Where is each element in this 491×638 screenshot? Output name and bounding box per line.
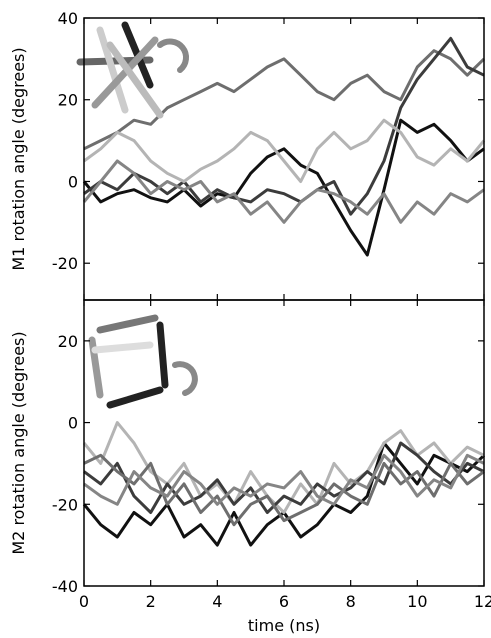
x-tick-label: 2 (146, 592, 156, 611)
x-tick-label: 4 (212, 592, 222, 611)
y-tick-label: -40 (52, 577, 78, 596)
m1-icon (76, 21, 189, 119)
y-tick-label: 20 (58, 91, 78, 110)
series-line (83, 49, 486, 151)
y-axis-label: M1 rotation angle (degrees) (9, 47, 28, 270)
y-tick-label: 20 (58, 332, 78, 351)
y-tick-label: 40 (58, 9, 78, 28)
series-line (83, 118, 486, 183)
m2-icon (88, 314, 198, 409)
series-line (83, 36, 485, 216)
y-tick-label: -20 (52, 254, 78, 273)
series-line (83, 453, 485, 527)
y-tick-label: -20 (52, 495, 78, 514)
x-tick-label: 8 (346, 592, 356, 611)
series-line (82, 421, 485, 514)
series-line (83, 441, 485, 514)
x-tick-label: 10 (407, 592, 427, 611)
x-tick-label: 6 (279, 592, 289, 611)
x-tick-label: 0 (79, 592, 89, 611)
y-tick-label: 0 (68, 172, 78, 191)
x-axis-label: time (ns) (248, 616, 320, 635)
y-tick-label: 0 (68, 414, 78, 433)
y-axis-label: M2 rotation angle (degrees) (9, 331, 28, 554)
series-line (82, 159, 485, 224)
series-line (82, 118, 485, 257)
series-line (83, 453, 485, 506)
x-tick-label: 12 (474, 592, 491, 611)
